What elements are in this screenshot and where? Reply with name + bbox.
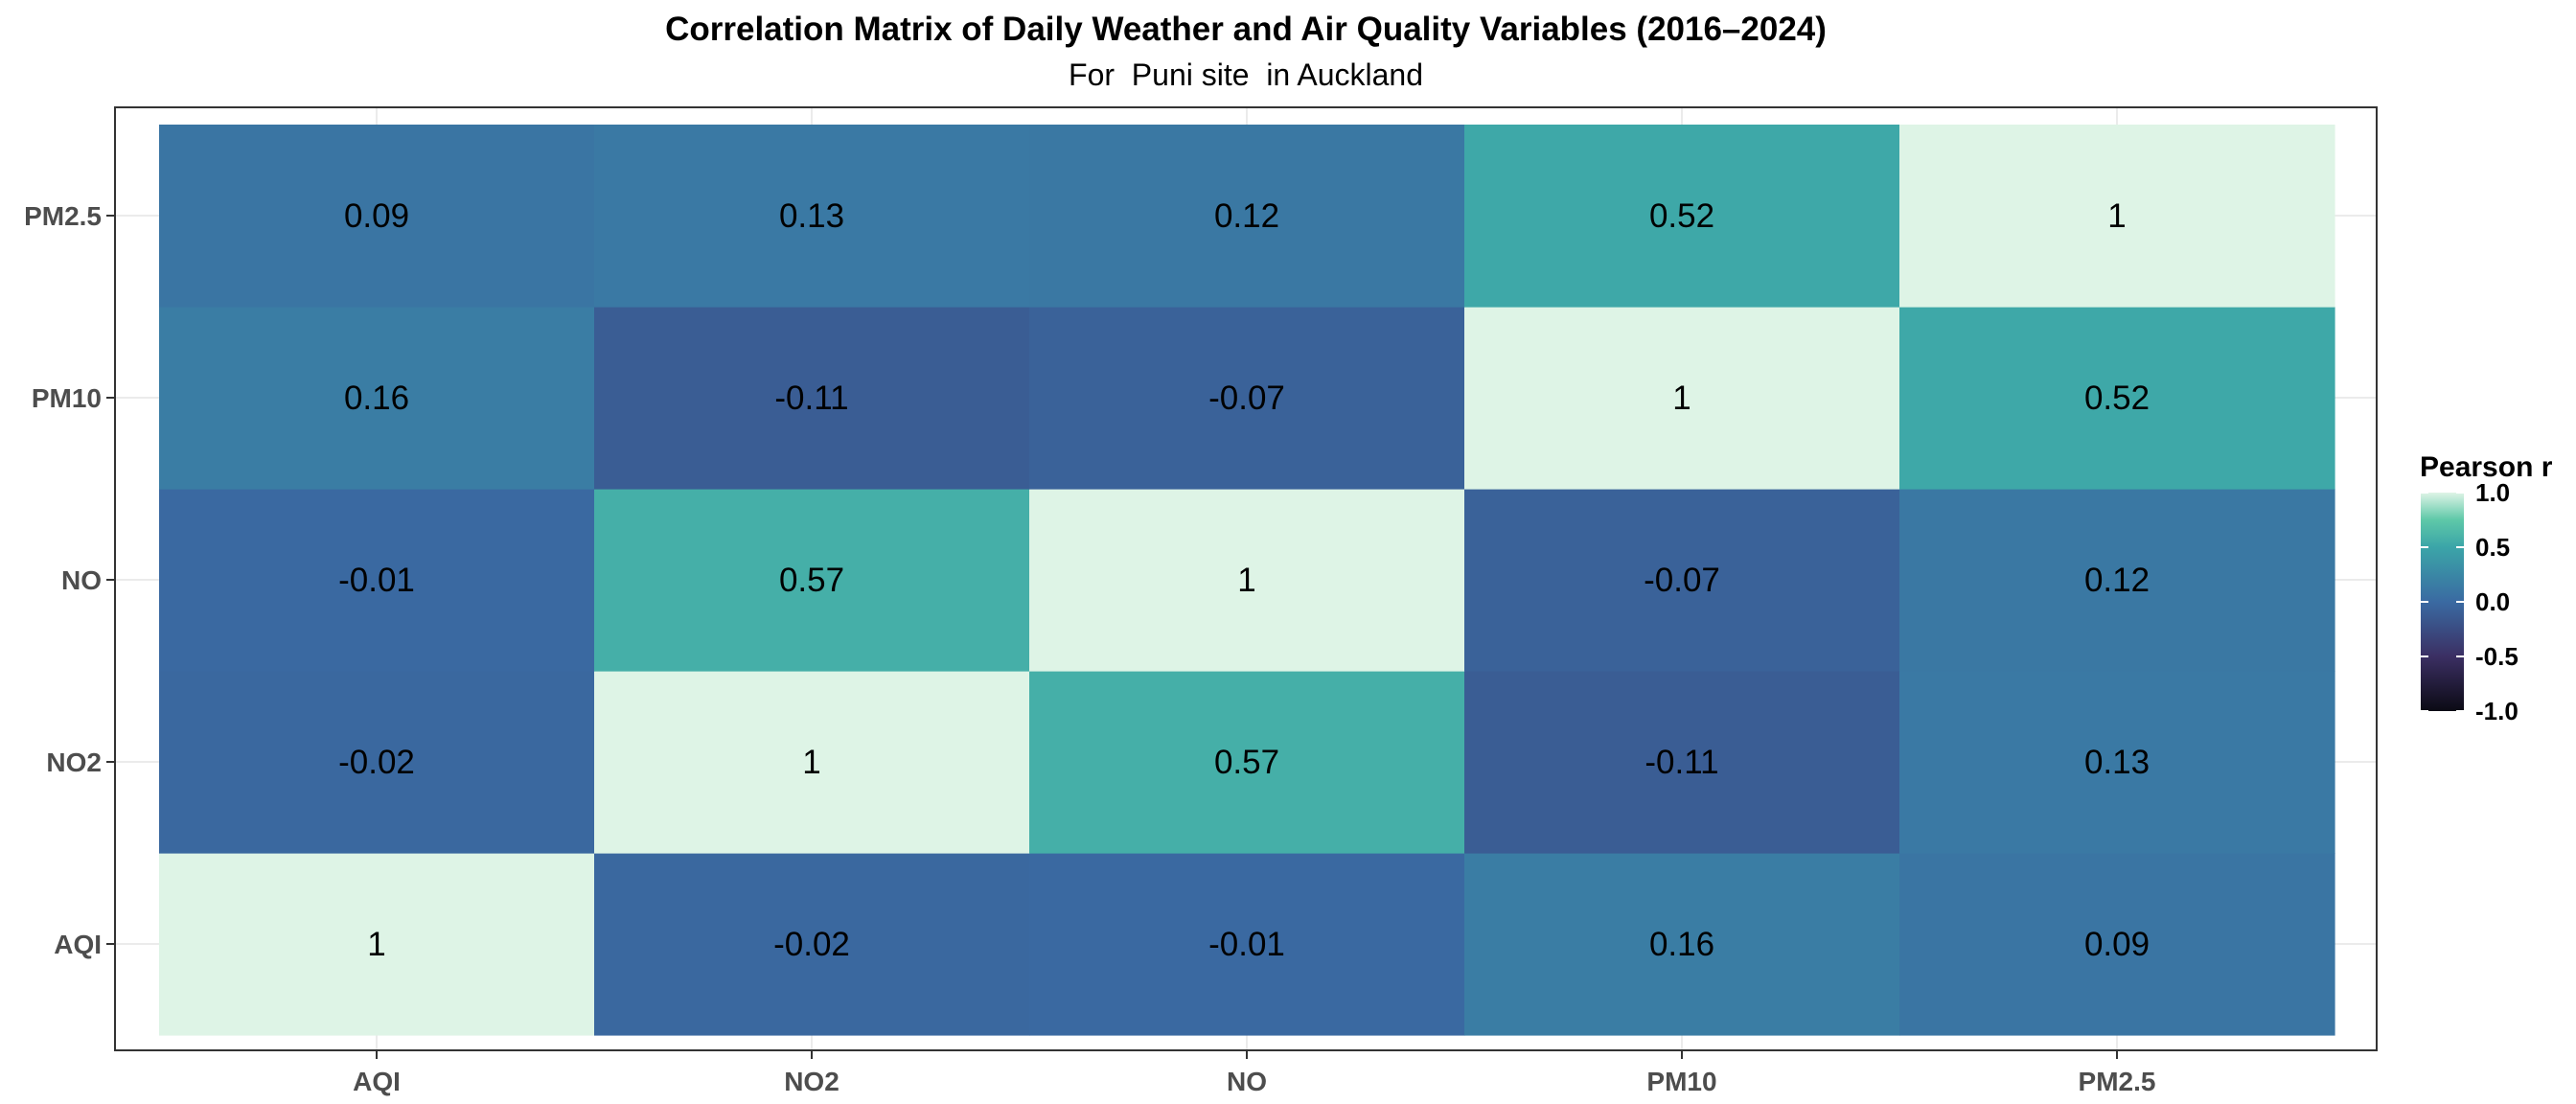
heatmap-cell — [1464, 307, 1900, 490]
cell-value-label: -0.11 — [1644, 744, 1718, 781]
cell-value-label: -0.07 — [1644, 562, 1720, 599]
cell-value-labels: 1 -0.02 -0.01 0.16 0.09 -0.02 1 0.57 -0.11 0.13 -0… — [338, 197, 2150, 963]
cell-value-label: 1 — [802, 744, 820, 781]
y-axis-tick-label: AQI — [54, 930, 102, 959]
heatmap-cell — [159, 489, 595, 672]
heatmap-cell — [1029, 125, 1465, 308]
y-axis-tick-label: PM10 — [32, 383, 102, 413]
cell-value-label: 0.09 — [2084, 926, 2150, 963]
legend: Pearson r 1.0 0.5 0.0 -0.5 -1.0 — [2420, 451, 2553, 725]
cell-value-label: 0.12 — [1214, 197, 1279, 235]
cell-value-label: 1 — [367, 926, 385, 963]
cell-value-label: -0.01 — [338, 562, 415, 599]
x-axis: AQI NO2 NO PM10 PM2.5 — [353, 1050, 2155, 1096]
cell-value-label: 1 — [2107, 197, 2126, 235]
cell-value-label: -0.11 — [774, 380, 848, 417]
cell-value-label: 0.13 — [779, 197, 844, 235]
heatmap-cell — [1899, 489, 2335, 672]
heatmap-cell — [1464, 489, 1900, 672]
heatmap-cell — [1899, 125, 2335, 308]
heatmap-cell — [1029, 671, 1465, 854]
heatmap-cell — [1464, 671, 1900, 854]
heatmap-cells — [159, 125, 2335, 1036]
heatmap-cell — [1029, 307, 1465, 490]
x-axis-tick-label: NO — [1227, 1067, 1267, 1096]
heatmap-cell — [594, 671, 1030, 854]
cell-value-label: 0.52 — [2084, 380, 2150, 417]
cell-value-label: 0.09 — [344, 197, 409, 235]
cell-value-label: 0.57 — [1214, 744, 1279, 781]
x-axis-tick-label: PM10 — [1646, 1067, 1716, 1096]
cell-value-label: 1 — [1672, 380, 1690, 417]
heatmap-cell — [594, 125, 1030, 308]
legend-tick-label: 1.0 — [2475, 478, 2510, 507]
y-axis-tick-label: NO2 — [46, 748, 102, 777]
cell-value-label: -0.02 — [338, 744, 415, 781]
plot-panel: 1 -0.02 -0.01 0.16 0.09 -0.02 1 0.57 -0.11 0.13 -0… — [114, 106, 2378, 1051]
y-axis-tick-label: NO — [61, 565, 102, 595]
cell-value-label: 0.12 — [2084, 562, 2150, 599]
heatmap-cell — [594, 489, 1030, 672]
cell-value-label: -0.01 — [1208, 926, 1285, 963]
legend-tick-label: 0.5 — [2475, 533, 2510, 562]
cell-value-label: 1 — [1237, 562, 1255, 599]
cell-value-label: -0.07 — [1208, 380, 1285, 417]
heatmap-cell — [1029, 853, 1465, 1036]
cell-value-label: 0.16 — [344, 380, 409, 417]
heatmap-cell — [159, 853, 595, 1036]
cell-value-label: 0.57 — [779, 562, 844, 599]
heatmap-cell — [594, 853, 1030, 1036]
x-axis-tick-label: AQI — [353, 1067, 401, 1096]
cell-value-label: 0.52 — [1649, 197, 1714, 235]
y-axis-tick-label: PM2.5 — [24, 201, 102, 231]
cell-value-label: -0.02 — [773, 926, 850, 963]
legend-ticks: 1.0 0.5 0.0 -0.5 -1.0 — [2421, 478, 2518, 725]
heatmap-cell — [1464, 853, 1900, 1036]
x-axis-tick-label: NO2 — [784, 1067, 840, 1096]
legend-tick-label: 0.0 — [2475, 587, 2510, 616]
heatmap-cell — [594, 307, 1030, 490]
heatmap-cell — [1899, 671, 2335, 854]
heatmap-cell — [1899, 853, 2335, 1036]
heatmap-cell — [159, 671, 595, 854]
chart-subtitle: For Puni site in Auckland — [1069, 58, 1423, 92]
legend-tick-label: -0.5 — [2475, 642, 2518, 671]
cell-value-label: 0.13 — [2084, 744, 2150, 781]
heatmap-cell — [159, 307, 595, 490]
cell-value-label: 0.16 — [1649, 926, 1714, 963]
chart-title: Correlation Matrix of Daily Weather and … — [665, 11, 1827, 48]
y-axis: AQI NO2 NO PM10 PM2.5 — [24, 201, 115, 959]
heatmap-cell — [1464, 125, 1900, 308]
heatmap-cell — [159, 125, 595, 308]
legend-title: Pearson r — [2420, 451, 2553, 483]
heatmap-cell — [1029, 489, 1465, 672]
x-axis-tick-label: PM2.5 — [2079, 1067, 2156, 1096]
heatmap-cell — [1899, 307, 2335, 490]
legend-tick-label: -1.0 — [2475, 697, 2518, 725]
